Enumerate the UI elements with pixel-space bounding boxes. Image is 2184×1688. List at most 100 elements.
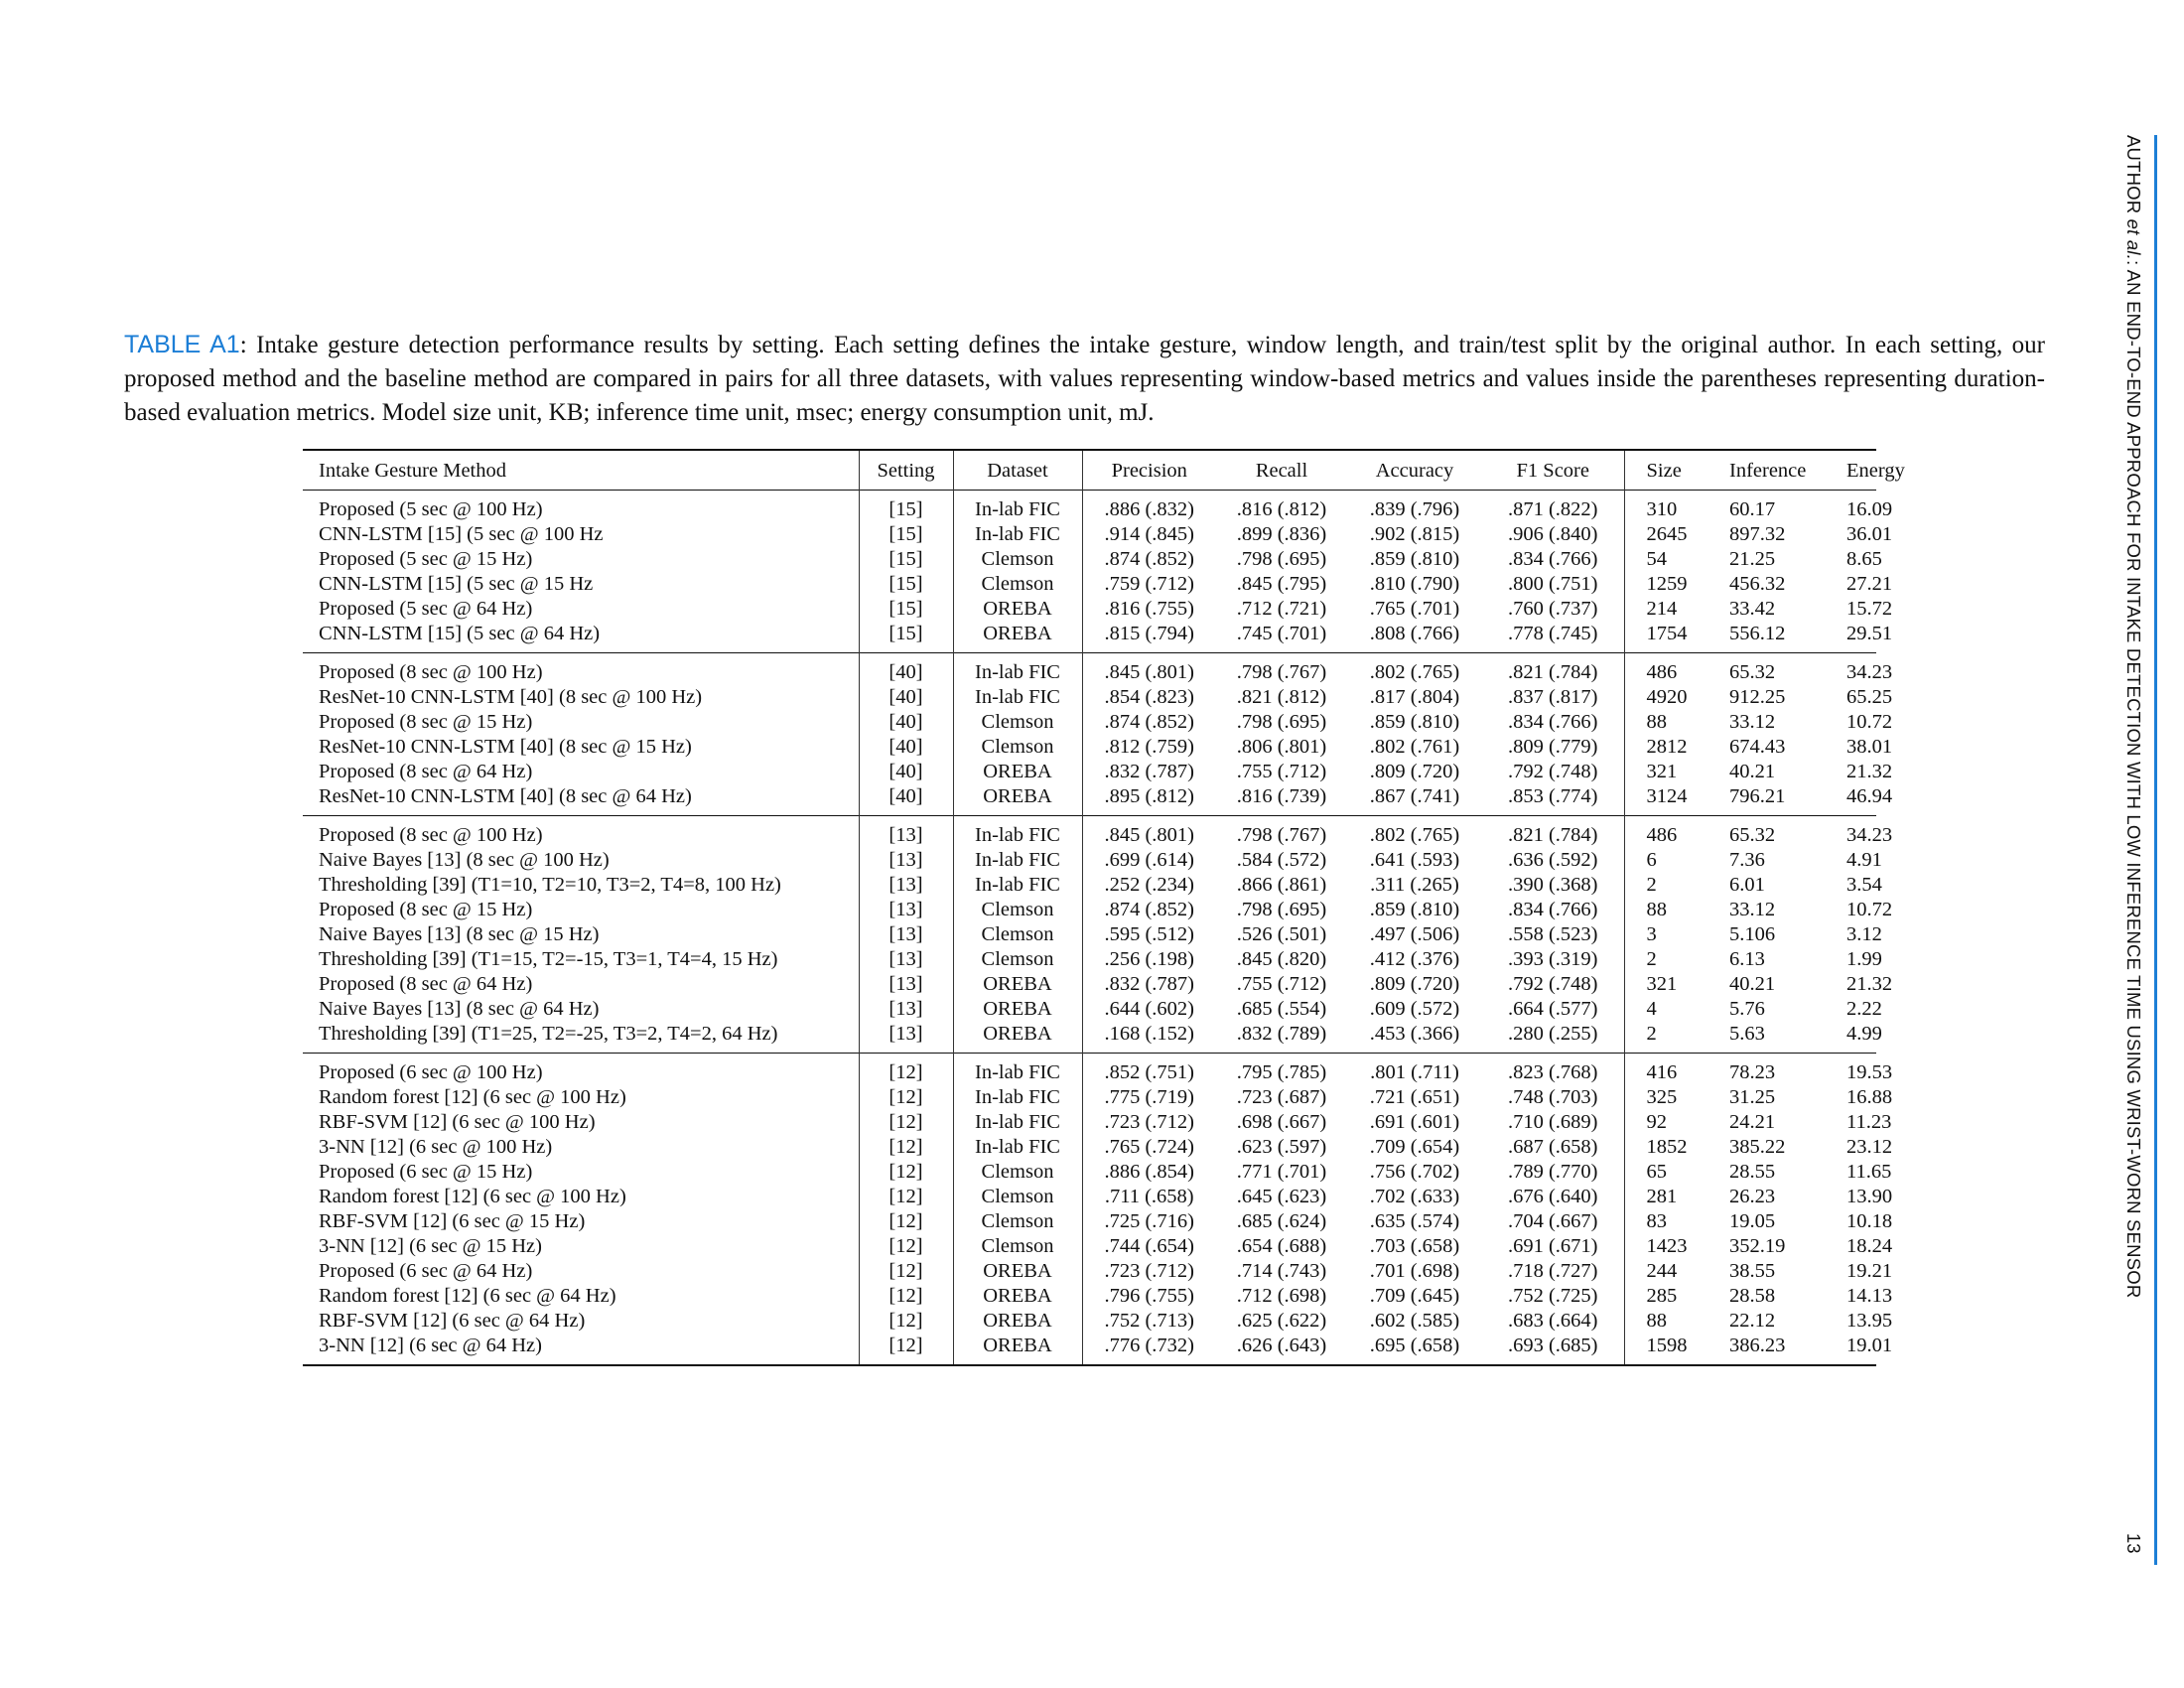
cell-setting: [15] [859,547,954,572]
cell-precision: .895 (.812) [1104,785,1195,807]
cell-energy: 16.88 [1846,1086,1893,1108]
cell-size: 2 [1646,948,1657,970]
cell-f1-score: .760 (.737) [1482,597,1625,622]
cell-method: Naive Bayes [13] (8 sec @ 64 Hz) [303,997,860,1022]
cell-f1-score: .789 (.770) [1482,1160,1625,1185]
cell-method: Thresholding [39] (T1=10, T2=10, T3=2, T… [303,873,860,898]
cell-accuracy: .810 (.790) [1369,573,1460,595]
cell-dataset: OREBA [953,1022,1083,1054]
cell-precision: .776 (.732) [1104,1335,1195,1356]
running-head-etal: et al. [2123,218,2144,260]
cell-precision: .725 (.716) [1104,1210,1195,1232]
cell-inference: 65.32 [1729,661,1776,683]
cell-recall: .526 (.501) [1236,923,1327,945]
cell-energy: 36.01 [1846,523,1893,545]
cell-inference: 21.25 [1729,548,1776,570]
cell-precision: .775 (.719) [1104,1086,1195,1108]
cell-inference: 60.17 [1729,498,1776,520]
cell-recall: .816 (.739) [1236,785,1327,807]
cell-inference: 386.23 [1729,1335,1786,1356]
cell-size: 2812 [1646,736,1688,758]
cell-recall: .845 (.820) [1236,948,1327,970]
cell-accuracy: .641 (.593) [1369,849,1460,871]
running-head-rule [2154,135,2157,1565]
cell-accuracy: .808 (.766) [1369,623,1460,644]
cell-setting: [40] [859,710,954,735]
cell-energy: 46.94 [1846,785,1893,807]
cell-energy: 10.72 [1846,899,1893,920]
cell-size: 1423 [1646,1235,1688,1257]
running-head-text: AUTHOR et al.: AN END-TO-END APPROACH FO… [2122,135,2144,1298]
cell-dataset: OREBA [953,997,1083,1022]
cell-inference: 28.58 [1729,1285,1776,1307]
cell-inference: 38.55 [1729,1260,1776,1282]
cell-precision: .723 (.712) [1104,1260,1195,1282]
table-row: Naive Bayes [13] (8 sec @ 15 Hz) [13] Clem… [303,922,1882,947]
cell-setting: [12] [859,1259,954,1284]
cell-accuracy: .809 (.720) [1369,761,1460,782]
cell-dataset: OREBA [953,622,1083,653]
cell-dataset: OREBA [953,1284,1083,1309]
cell-energy: 21.32 [1846,761,1893,782]
cell-recall: .866 (.861) [1236,874,1327,896]
cell-size: 486 [1646,661,1678,683]
cell-inference: 33.12 [1729,899,1776,920]
cell-method: Thresholding [39] (T1=15, T2=-15, T3=1, … [303,947,860,972]
header-precision: Precision [1111,460,1187,482]
cell-accuracy: .702 (.633) [1369,1186,1460,1207]
cell-accuracy: .765 (.701) [1369,598,1460,620]
cell-inference: 24.21 [1729,1111,1776,1133]
cell-inference: 7.36 [1729,849,1765,871]
table-row: Proposed (8 sec @ 15 Hz) [13] Clemson .874 … [303,898,1893,922]
cell-accuracy: .801 (.711) [1370,1061,1459,1083]
cell-size: 2 [1646,874,1657,896]
cell-precision: .852 (.751) [1104,1061,1195,1083]
cell-precision: .744 (.654) [1104,1235,1195,1257]
cell-f1-score: .704 (.667) [1482,1209,1625,1234]
cell-setting: [12] [859,1135,954,1160]
cell-energy: 65.25 [1846,686,1893,708]
cell-setting: [12] [859,1284,954,1309]
cell-f1-score: .834 (.766) [1482,710,1625,735]
cell-precision: .832 (.787) [1104,973,1195,995]
cell-energy: 19.21 [1846,1260,1893,1282]
cell-method: Proposed (5 sec @ 15 Hz) [303,547,860,572]
cell-energy: 11.23 [1846,1111,1892,1133]
cell-precision: .874 (.852) [1104,899,1195,920]
cell-setting: [12] [859,1110,954,1135]
cell-method: Proposed (8 sec @ 64 Hz) [303,760,860,784]
cell-energy: 23.12 [1846,1136,1893,1158]
cell-dataset: In-lab FIC [953,1135,1083,1160]
cell-accuracy: .867 (.741) [1369,785,1460,807]
cell-energy: 10.72 [1846,711,1893,733]
cell-setting: [40] [859,685,954,710]
cell-setting: [15] [859,622,954,653]
cell-method: Proposed (5 sec @ 64 Hz) [303,597,860,622]
cell-f1-score: .834 (.766) [1482,547,1625,572]
cell-recall: .806 (.801) [1236,736,1327,758]
cell-dataset: OREBA [953,1259,1083,1284]
table-row: 3-NN [12] (6 sec @ 100 Hz) [12] In-lab FIC… [303,1135,1893,1160]
cell-setting: [40] [859,652,954,685]
cell-accuracy: .695 (.658) [1369,1335,1460,1356]
cell-setting: [12] [859,1209,954,1234]
cell-precision: .886 (.832) [1104,498,1195,520]
cell-precision: .595 (.512) [1104,923,1195,945]
cell-method: Proposed (6 sec @ 64 Hz) [303,1259,860,1284]
cell-accuracy: .817 (.804) [1369,686,1460,708]
cell-size: 6 [1646,849,1657,871]
cell-accuracy: .802 (.761) [1369,736,1460,758]
cell-size: 88 [1646,899,1668,920]
results-table: Intake Gesture Method Setting Dataset Pr… [303,449,1905,1366]
cell-f1-score: .748 (.703) [1482,1085,1625,1110]
cell-precision: .252 (.234) [1104,874,1195,896]
cell-precision: .759 (.712) [1104,573,1195,595]
cell-f1-score: .687 (.658) [1482,1135,1625,1160]
cell-inference: 456.32 [1729,573,1786,595]
cell-dataset: In-lab FIC [953,685,1083,710]
cell-size: 3 [1646,923,1657,945]
cell-precision: .256 (.198) [1104,948,1195,970]
cell-f1-score: .693 (.685) [1482,1334,1625,1365]
cell-setting: [12] [859,1334,954,1365]
cell-setting: [15] [859,490,954,522]
